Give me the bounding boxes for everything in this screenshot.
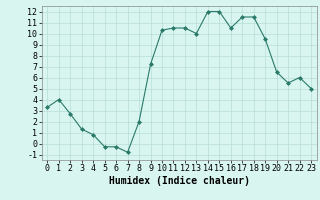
- X-axis label: Humidex (Indice chaleur): Humidex (Indice chaleur): [109, 176, 250, 186]
